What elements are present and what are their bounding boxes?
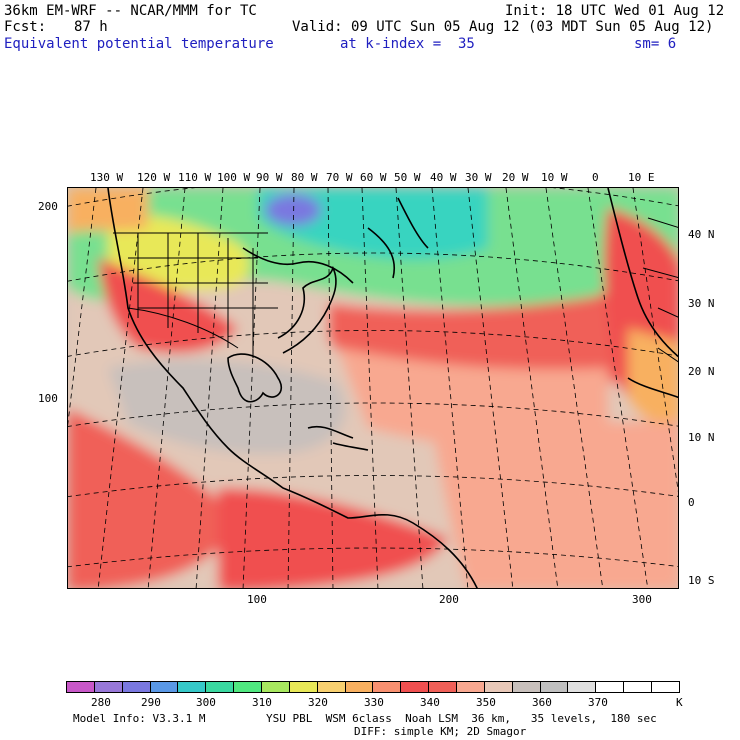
lon-label: 90 W xyxy=(256,171,283,184)
colorbar-swatch xyxy=(67,682,95,692)
lon-label: 60 W xyxy=(360,171,387,184)
colorbar-swatch xyxy=(178,682,207,692)
colorbar-swatch xyxy=(429,682,458,692)
lon-label: 10 E xyxy=(628,171,655,184)
colorbar-swatch xyxy=(289,682,318,692)
grid-x-label: 300 xyxy=(632,593,652,606)
colorbar-label: 360 xyxy=(532,696,552,709)
colorbar-label: 370 xyxy=(588,696,608,709)
lat-label: 20 N xyxy=(688,365,715,378)
colorbar-unit: K xyxy=(676,696,683,709)
borders xyxy=(113,217,678,363)
init-time: Init: 18 UTC Wed 01 Aug 12 xyxy=(505,3,725,19)
coastlines xyxy=(107,188,678,588)
colorbar-swatch xyxy=(624,682,653,692)
colorbar-swatch xyxy=(512,682,541,692)
map-panel xyxy=(67,187,679,589)
lon-label: 120 W xyxy=(137,171,171,184)
lat-label: 40 N xyxy=(688,228,715,241)
colorbar-swatch xyxy=(317,682,346,692)
smoothing-label: sm= 6 xyxy=(634,36,677,52)
lon-label: 100 W xyxy=(217,171,251,184)
color-scale-bar xyxy=(66,681,680,693)
forecast-label: Fcst: xyxy=(4,19,47,35)
lat-label: 30 N xyxy=(688,297,715,310)
lon-label: 110 W xyxy=(178,171,212,184)
lat-label: 10 S xyxy=(688,574,715,587)
colorbar-swatch xyxy=(94,682,123,692)
lon-label: 130 W xyxy=(90,171,124,184)
forecast-hours: 87 h xyxy=(74,19,108,35)
colorbar-swatch xyxy=(596,682,625,692)
colorbar-label: 340 xyxy=(420,696,440,709)
colorbar-swatch xyxy=(206,682,235,692)
colorbar-swatch xyxy=(568,682,597,692)
colorbar-swatch xyxy=(457,682,485,692)
colorbar-label: 300 xyxy=(196,696,216,709)
grid-x-label: 100 xyxy=(247,593,267,606)
lon-label: 50 W xyxy=(394,171,421,184)
graticule xyxy=(68,188,678,588)
lat-label: 10 N xyxy=(688,431,715,444)
colorbar-label: 290 xyxy=(141,696,161,709)
colorbar-swatch xyxy=(540,682,569,692)
colorbar-label: 280 xyxy=(91,696,111,709)
colorbar-swatch xyxy=(652,682,679,692)
colorbar-swatch xyxy=(262,682,290,692)
colorbar-swatch xyxy=(401,682,430,692)
lon-label: 30 W xyxy=(465,171,492,184)
colorbar-swatch xyxy=(373,682,402,692)
physics-info: YSU PBL WSM 6class Noah LSM 36 km, 35 le… xyxy=(266,712,657,725)
lon-label: 80 W xyxy=(291,171,318,184)
lon-label: 0 xyxy=(592,171,599,184)
colorbar-swatch xyxy=(150,682,179,692)
grid-y-label: 200 xyxy=(38,200,58,213)
lon-label: 40 W xyxy=(430,171,457,184)
valid-time: Valid: 09 UTC Sun 05 Aug 12 (03 MDT Sun … xyxy=(292,19,714,35)
level-label: at k-index = 35 xyxy=(340,36,475,52)
colorbar-label: 310 xyxy=(252,696,272,709)
model-info: Model Info: V3.3.1 M xyxy=(73,712,206,725)
lat-label: 0 xyxy=(688,496,695,509)
colorbar-swatch xyxy=(122,682,151,692)
theta-e-field xyxy=(68,188,678,588)
diffusion-info: DIFF: simple KM; 2D Smagor xyxy=(354,725,527,738)
grid-y-label: 100 xyxy=(38,392,58,405)
colorbar-label: 350 xyxy=(476,696,496,709)
model-title: 36km EM-WRF -- NCAR/MMM for TC xyxy=(4,3,257,19)
colorbar-swatch xyxy=(484,682,513,692)
lon-label: 70 W xyxy=(326,171,353,184)
lon-label: 10 W xyxy=(541,171,568,184)
colorbar-swatch xyxy=(345,682,374,692)
lon-label: 20 W xyxy=(502,171,529,184)
grid-x-label: 200 xyxy=(439,593,459,606)
field-name: Equivalent potential temperature xyxy=(4,36,274,52)
colorbar-swatch xyxy=(234,682,263,692)
colorbar-label: 320 xyxy=(308,696,328,709)
colorbar-label: 330 xyxy=(364,696,384,709)
